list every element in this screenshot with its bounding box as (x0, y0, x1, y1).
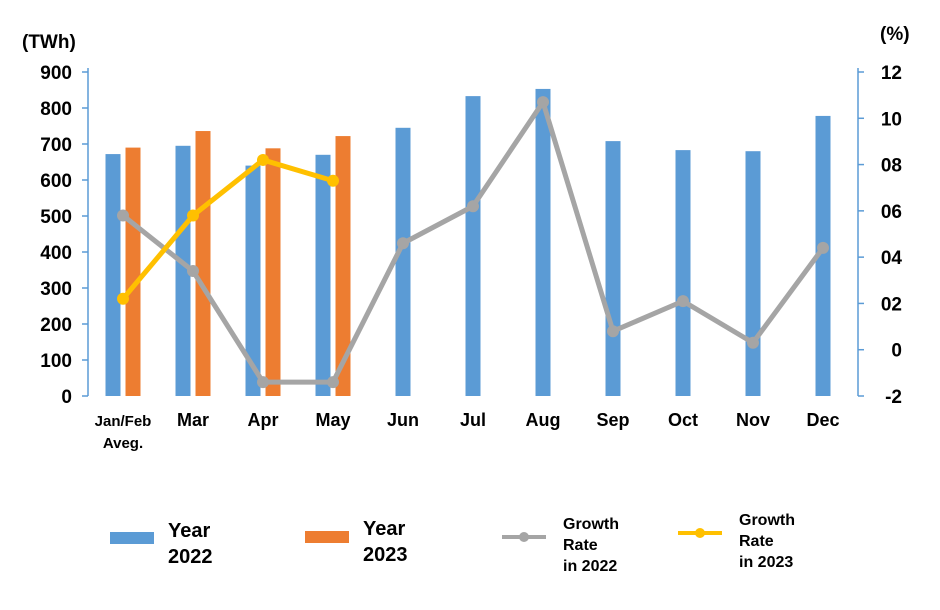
bar-year-2023-2 (265, 148, 281, 396)
category-label-10-line-0: Dec (806, 410, 839, 430)
legend-label-growth-2022-line3: in 2022 (563, 558, 618, 575)
right-tick-label-7: 12 (881, 63, 902, 84)
bar-year-2022-0 (105, 154, 121, 396)
category-label-8-line-0: Oct (668, 410, 698, 430)
category-label-0-line-1: Aveg. (103, 435, 143, 452)
legend-year-2023: Year 2023 (305, 518, 485, 568)
line-layer (117, 96, 829, 389)
category-label-3-line-0: May (315, 410, 350, 430)
category-label-5-line-0: Jul (460, 410, 486, 430)
legend-year-2022: Year 2022 (110, 520, 290, 570)
category-label-6-line-0: Aug (526, 410, 561, 430)
left-tick-label-6: 600 (40, 171, 72, 192)
point-growth-rate-in-2022-2 (257, 376, 269, 389)
legend-label-growth-2022-line1: Growth (563, 516, 619, 533)
category-label-7: Sep (596, 410, 629, 430)
left-tick-label-9: 900 (40, 63, 72, 84)
point-growth-rate-in-2022-4 (397, 237, 409, 250)
category-label-3: May (315, 410, 350, 430)
category-label-4: Jun (387, 410, 419, 430)
point-growth-rate-in-2022-7 (607, 325, 619, 338)
legend-swatch-2023 (305, 531, 349, 543)
bar-year-2022-2 (245, 165, 261, 396)
left-tick-label-7: 700 (40, 135, 72, 156)
right-tick-label-5: 08 (881, 156, 902, 177)
right-tick-label-2: 02 (881, 294, 902, 315)
category-label-5: Jul (460, 410, 486, 430)
point-growth-rate-in-2023-2 (257, 153, 269, 166)
point-growth-rate-in-2022-3 (327, 376, 339, 389)
category-label-6: Aug (526, 410, 561, 430)
axes-layer (82, 68, 864, 397)
category-label-1-line-0: Mar (177, 410, 209, 430)
category-label-1: Mar (177, 410, 209, 430)
point-growth-rate-in-2023-1 (187, 209, 199, 222)
bar-year-2022-7 (605, 141, 621, 396)
left-tick-label-5: 500 (40, 207, 72, 228)
legend-label-2022-line1: Year (168, 520, 211, 542)
legend-label-2022-line2: 2022 (168, 546, 213, 568)
left-tick-label-1: 100 (40, 351, 72, 372)
bar-year-2022-5 (465, 96, 481, 397)
category-label-7-line-0: Sep (596, 410, 629, 430)
point-growth-rate-in-2022-5 (467, 200, 479, 213)
category-label-9: Nov (736, 410, 770, 430)
bar-year-2023-3 (335, 136, 351, 396)
point-growth-rate-in-2023-0 (117, 292, 129, 305)
category-label-9-line-0: Nov (736, 410, 770, 430)
right-tick-label-0: -2 (885, 387, 902, 408)
left-axis-unit: (TWh) (22, 32, 76, 53)
label-layer: 0 100 200 300 400 500 600 700 800 900 -2 0 02 04 06 08 1… (40, 63, 902, 452)
category-label-2-line-0: Apr (248, 410, 279, 430)
category-label-8: Oct (668, 410, 698, 430)
point-growth-rate-in-2022-10 (817, 241, 829, 254)
point-growth-rate-in-2022-8 (677, 295, 689, 308)
legend-label-growth-2023-line3: in 2023 (739, 554, 794, 571)
legend-label-2023-line2: 2023 (363, 544, 408, 566)
point-growth-rate-in-2022-0 (117, 209, 129, 222)
point-growth-rate-in-2023-3 (327, 174, 339, 187)
legend-label-growth-2023-line2: Rate (739, 533, 774, 550)
right-tick-label-4: 06 (881, 202, 902, 223)
bar-year-2022-1 (175, 145, 191, 396)
category-label-10: Dec (806, 410, 839, 430)
left-tick-label-4: 400 (40, 243, 72, 264)
point-growth-rate-in-2022-9 (747, 336, 759, 349)
legend-label-growth-2022-line2: Rate (563, 537, 598, 554)
bar-year-2023-0 (125, 147, 141, 396)
category-label-0: Jan/Feb Aveg. (95, 413, 152, 452)
legend-growth-2022: Growth Rate in 2022 (500, 516, 660, 580)
line-growth-rate-in-2023 (121, 157, 334, 301)
left-tick-label-3: 300 (40, 279, 72, 300)
right-axis-unit: (%) (880, 24, 910, 45)
bar-year-2022-9 (745, 151, 761, 396)
point-growth-rate-in-2022-1 (187, 265, 199, 278)
point-growth-rate-in-2022-6 (537, 96, 549, 109)
bar-year-2022-8 (675, 150, 691, 396)
legend-growth-2023: Growth Rate in 2023 (676, 512, 836, 576)
category-label-0-line-0: Jan/Feb (95, 413, 152, 430)
legend-label-2023-line1: Year (363, 518, 406, 540)
left-tick-label-2: 200 (40, 315, 72, 336)
right-tick-label-6: 10 (881, 109, 902, 130)
legend-marker-growth-2023 (678, 528, 722, 538)
bar-year-2022-10 (815, 115, 831, 397)
right-tick-label-1: 0 (891, 341, 902, 362)
bar-year-2022-6 (535, 88, 551, 397)
bar-year-2023-1 (195, 131, 211, 397)
bar-layer (105, 88, 831, 397)
bar-year-2022-3 (315, 154, 331, 396)
legend-label-growth-2023-line1: Growth (739, 512, 795, 529)
right-tick-label-3: 04 (881, 248, 903, 269)
left-tick-label-0: 0 (61, 387, 72, 408)
left-tick-label-8: 800 (40, 99, 72, 120)
category-label-4-line-0: Jun (387, 410, 419, 430)
legend-marker-growth-2022 (502, 532, 546, 542)
legend-swatch-2022 (110, 532, 154, 544)
bar-year-2022-4 (395, 127, 411, 397)
category-label-2: Apr (248, 410, 279, 430)
